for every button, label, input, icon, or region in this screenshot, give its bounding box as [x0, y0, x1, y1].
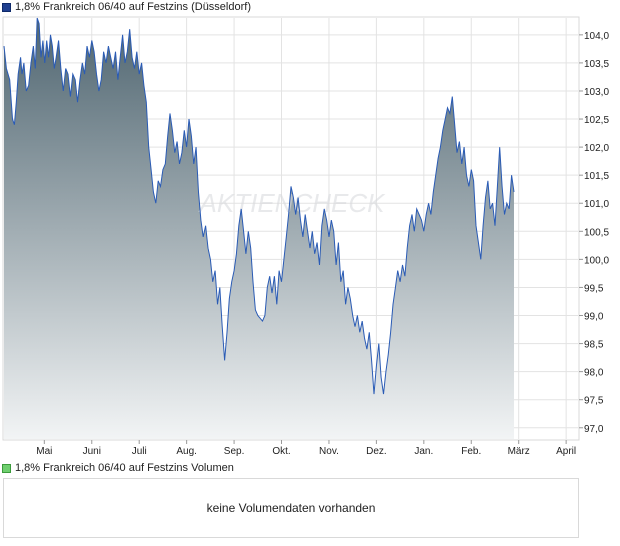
y-tick-label: 98,5 [584, 340, 604, 351]
x-tick-label: Sep. [224, 446, 245, 457]
price-legend-swatch [2, 2, 11, 12]
y-tick-label: 101,0 [584, 199, 609, 210]
volume-panel: keine Volumendaten vorhanden [3, 478, 579, 538]
volume-legend-swatch [2, 463, 11, 473]
volume-legend-label: 1,8% Frankreich 06/40 auf Festzins Volum… [15, 462, 234, 474]
price-area [4, 18, 514, 439]
x-tick-label: Nov. [319, 446, 339, 457]
y-tick-label: 100,0 [584, 255, 609, 266]
price-line [3, 17, 515, 395]
y-tick-label: 101,5 [584, 171, 609, 182]
x-axis: Mai Juni Juli Aug. Sep. Okt. Nov. Dez. Jan. Feb. M… [36, 440, 576, 457]
y-tick-label: 103,0 [584, 87, 609, 98]
y-tick-label: 104,0 [584, 31, 609, 42]
y-tick-label: 99,5 [584, 283, 604, 294]
y-tick-label: 103,5 [584, 59, 609, 70]
y-tick-label: 102,0 [584, 143, 609, 154]
y-tick-label: 98,0 [584, 368, 604, 379]
x-tick-label: April [556, 446, 576, 457]
x-tick-label: Mai [36, 446, 52, 457]
no-volume-message: keine Volumendaten vorhanden [206, 501, 376, 515]
price-chart: AKTIENCHECK 104,0 103,5 103,0 102,5 102,0 101… [2, 16, 609, 457]
y-tick-label: 99,0 [584, 312, 604, 323]
y-tick-label: 97,5 [584, 396, 604, 407]
volume-legend: 1,8% Frankreich 06/40 auf Festzins Volum… [2, 461, 234, 475]
x-tick-label: Juli [132, 446, 147, 457]
x-tick-label: Feb. [461, 446, 481, 457]
x-tick-label: Dez. [366, 446, 387, 457]
price-legend: 1,8% Frankreich 06/40 auf Festzins (Düss… [2, 0, 251, 14]
x-tick-label: Aug. [176, 446, 197, 457]
x-tick-label: März [508, 446, 530, 457]
y-axis: 104,0 103,5 103,0 102,5 102,0 101,5 101,0 100,5… [579, 31, 609, 435]
x-tick-label: Jan. [414, 446, 433, 457]
y-tick-label: 102,5 [584, 115, 609, 126]
x-tick-label: Okt. [272, 446, 290, 457]
price-legend-label: 1,8% Frankreich 06/40 auf Festzins (Düss… [15, 1, 251, 13]
x-tick-label: Juni [83, 446, 101, 457]
watermark-logo: AKTIENCHECK [198, 188, 387, 218]
y-tick-label: 100,5 [584, 227, 609, 238]
y-tick-label: 97,0 [584, 424, 604, 435]
